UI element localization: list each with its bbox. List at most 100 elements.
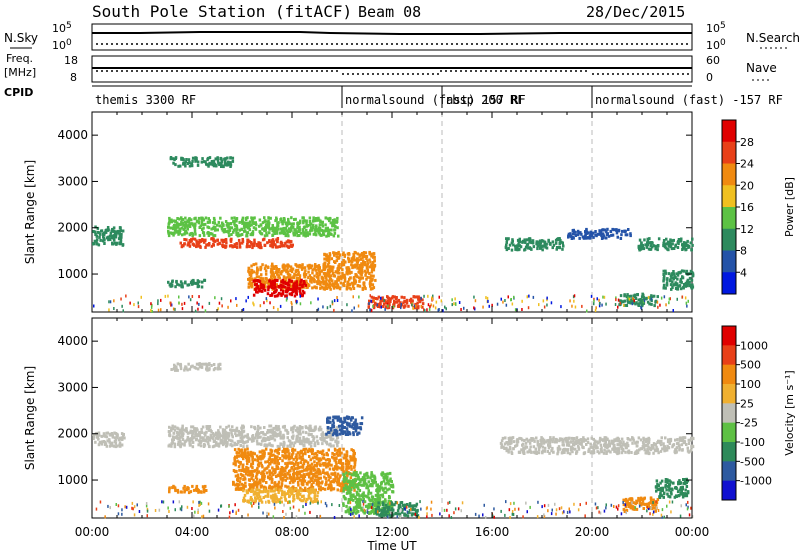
echo-cell — [284, 241, 287, 245]
echo-cell — [254, 497, 258, 501]
echo-cell — [256, 470, 259, 474]
echo-cell — [176, 490, 180, 494]
echo-cell — [267, 437, 271, 441]
echo-cell — [252, 270, 256, 274]
echo-cell — [390, 509, 393, 513]
echo-cell — [455, 302, 457, 306]
echo-cell — [287, 286, 290, 290]
echo-cell — [276, 221, 279, 225]
echo-cell — [274, 424, 278, 428]
echo-cell — [170, 442, 173, 446]
echo-cell — [350, 257, 353, 261]
echo-cell — [543, 305, 546, 309]
nsky-label: N.Sky — [4, 31, 38, 45]
echo-cell — [371, 283, 375, 287]
echo-cell — [236, 479, 240, 482]
echo-cell — [297, 273, 300, 276]
echo-cell — [663, 242, 666, 246]
echo-cell — [264, 467, 267, 471]
echo-cell — [345, 287, 349, 291]
echo-cell — [373, 479, 376, 483]
echo-cell — [279, 475, 282, 479]
echo-cell — [248, 228, 251, 232]
echo-cell — [335, 465, 339, 469]
echo-cell — [308, 496, 311, 500]
echo-cell — [210, 244, 213, 248]
echo-cell — [340, 451, 343, 455]
echo-cell — [243, 226, 246, 230]
echo-cell — [363, 285, 366, 289]
echo-cell — [352, 431, 355, 435]
echo-cell — [303, 475, 307, 478]
echo-cell — [170, 427, 173, 431]
echo-cell — [275, 283, 278, 287]
echo-cell — [234, 432, 237, 436]
echo-cell — [287, 281, 290, 285]
echo-cell — [338, 263, 341, 266]
echo-cell — [384, 473, 387, 477]
echo-cell — [266, 223, 270, 227]
echo-cell — [254, 262, 258, 266]
echo-cell — [216, 157, 219, 161]
echo-cell — [371, 497, 374, 501]
echo-cell — [105, 435, 109, 439]
echo-cell — [201, 305, 204, 309]
echo-cell — [391, 295, 395, 299]
echo-cell — [185, 430, 188, 434]
echo-cell — [172, 307, 175, 311]
echo-cell — [384, 299, 387, 303]
echo-cell — [364, 255, 367, 258]
echo-cell — [321, 433, 325, 437]
echo-cell — [271, 238, 275, 242]
echo-cell — [96, 226, 100, 230]
echo-cell — [268, 457, 271, 461]
echo-cell — [267, 489, 270, 493]
echo-cell — [221, 304, 223, 308]
echo-cell — [349, 259, 353, 263]
echo-cell — [617, 229, 620, 233]
echo-cell — [384, 301, 388, 305]
echo-cell — [251, 457, 254, 461]
echo-cell — [333, 465, 337, 469]
echo-cell — [360, 273, 363, 277]
echo-cell — [315, 453, 319, 457]
echo-cell — [648, 302, 651, 306]
echo-cell — [233, 459, 236, 463]
echo-cell — [388, 511, 391, 515]
echo-cell — [388, 471, 392, 475]
echo-cell — [542, 244, 545, 248]
echo-cell — [554, 241, 558, 245]
echo-cell — [225, 223, 229, 227]
echo-cell — [264, 226, 267, 230]
echo-cell — [205, 162, 208, 166]
echo-cell — [681, 269, 684, 273]
echo-cell — [292, 464, 296, 468]
echo-cell — [346, 480, 349, 484]
echo-cell — [212, 363, 216, 366]
echo-cell — [289, 461, 292, 465]
echo-cell — [208, 156, 212, 160]
echo-cell — [323, 436, 326, 440]
echo-cell — [245, 489, 248, 493]
echo-cell — [216, 238, 219, 242]
echo-cell — [602, 295, 604, 299]
echo-cell — [180, 245, 184, 249]
echo-cell — [324, 216, 327, 220]
colorbar-swatch — [722, 272, 736, 295]
echo-cell — [332, 453, 336, 456]
echo-cell — [313, 478, 316, 482]
echo-cell — [336, 483, 339, 487]
echo-cell — [368, 272, 371, 275]
echo-cell — [173, 428, 177, 432]
echo-cell — [330, 438, 333, 442]
echo-cell — [334, 476, 337, 480]
echo-cell — [202, 445, 206, 448]
echo-cell — [662, 273, 665, 276]
echo-cell — [677, 240, 680, 244]
echo-cell — [404, 513, 408, 517]
echo-cell — [240, 482, 244, 486]
echo-cell — [215, 223, 219, 227]
echo-cell — [210, 364, 213, 367]
echo-cell — [377, 302, 381, 306]
echo-cell — [507, 295, 509, 299]
